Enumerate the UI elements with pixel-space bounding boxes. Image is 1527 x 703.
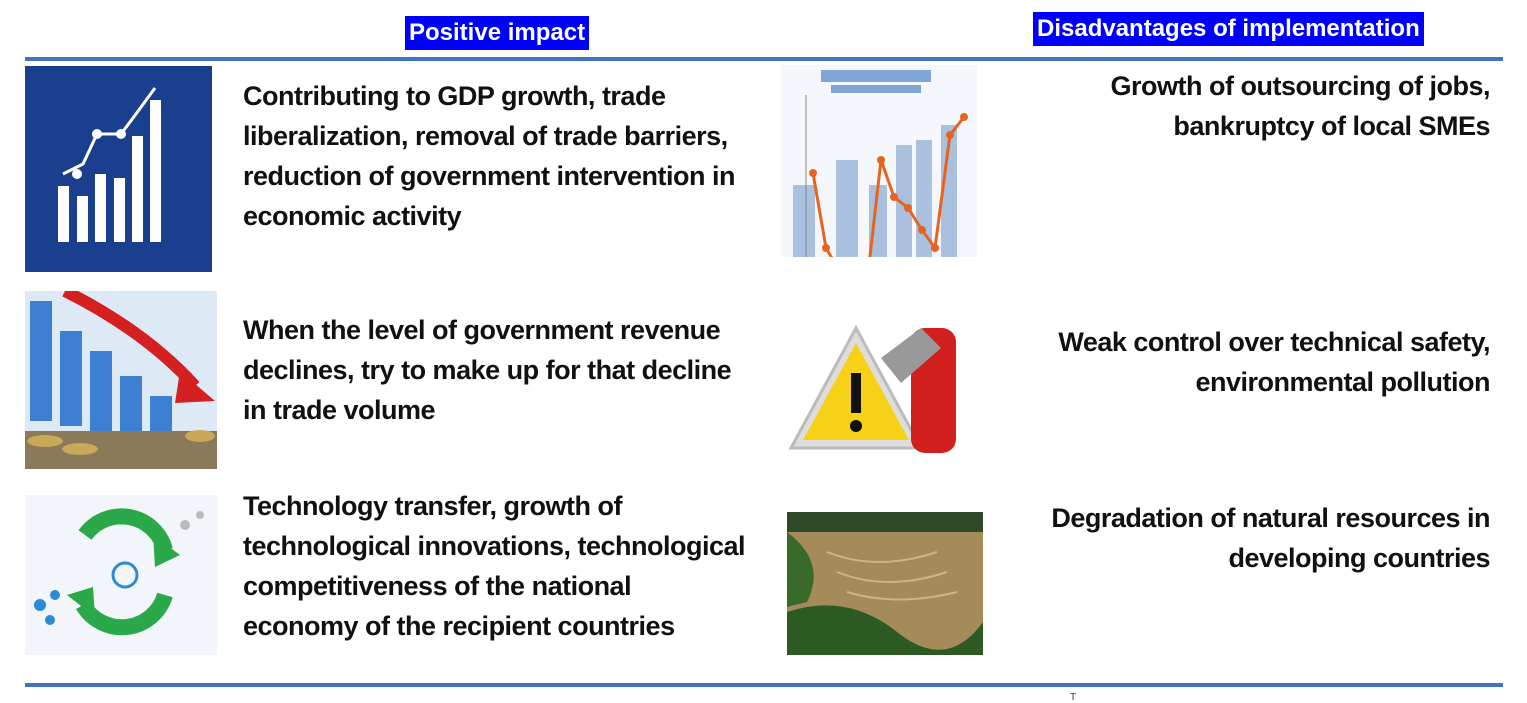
positive-impact-header: Positive impact: [405, 16, 590, 50]
positive-item-1-text: Contributing to GDP growth, trade libera…: [243, 81, 736, 231]
disadvantage-item-2-text: Weak control over technical safety, envi…: [1058, 327, 1490, 397]
positive-item-3-text: Technology transfer, growth of technolog…: [243, 491, 746, 641]
bottom-divider: [25, 683, 1503, 687]
bar-chart-growth-icon: [25, 66, 212, 272]
declining-chart-coins-image: [25, 291, 217, 469]
positive-item-2-text: When the level of government revenue dec…: [243, 315, 732, 425]
disadvantages-header: Disadvantages of implementation: [1033, 12, 1424, 46]
top-divider: [25, 57, 1503, 61]
deforestation-image: [787, 512, 983, 655]
disadvantage-item-3-text: Degradation of natural resources in deve…: [1051, 503, 1490, 573]
unemployment-chart-image: [781, 65, 977, 257]
disadvantage-item-1-text: Growth of outsourcing of jobs, bankruptc…: [1110, 71, 1491, 141]
footer-mark: T: [1070, 692, 1077, 703]
technology-cycle-icon: [25, 495, 217, 655]
warning-extinguisher-image: [781, 308, 965, 460]
